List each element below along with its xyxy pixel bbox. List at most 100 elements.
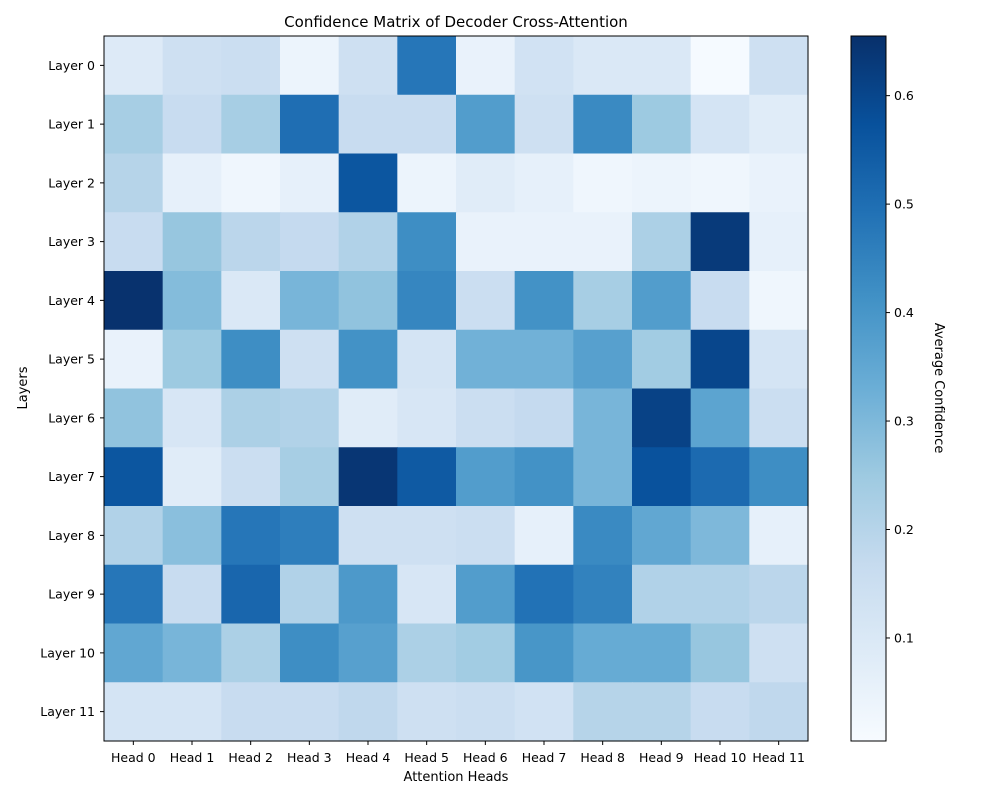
y-tick-label: Layer 11 xyxy=(40,704,95,719)
colorbar-tick-label: 0.6 xyxy=(894,88,914,103)
heatmap-cell xyxy=(338,682,398,742)
heatmap-cell xyxy=(573,271,633,331)
heatmap-cell xyxy=(221,329,281,390)
x-tick-label: Head 4 xyxy=(346,750,391,765)
y-tick-label: Layer 0 xyxy=(48,58,95,73)
heatmap-cell xyxy=(749,271,809,331)
heatmap-cell xyxy=(573,506,633,566)
heatmap-cell xyxy=(632,388,692,448)
colorbar xyxy=(850,35,887,742)
heatmap-cell xyxy=(162,506,222,566)
heatmap-cell xyxy=(162,153,222,213)
heatmap-cell xyxy=(749,36,809,96)
heatmap-cell xyxy=(397,36,457,96)
heatmap-cell xyxy=(690,212,750,272)
heatmap-cell xyxy=(221,623,281,683)
heatmap-cell xyxy=(338,564,398,625)
heatmap-cell xyxy=(514,94,574,155)
heatmap-cell xyxy=(690,329,750,390)
heatmap-cell xyxy=(397,564,457,625)
heatmap-cell xyxy=(690,153,750,213)
heatmap-cell xyxy=(221,506,281,566)
heatmap-cell xyxy=(456,212,516,272)
heatmap-cell xyxy=(690,682,750,742)
heatmap-cell xyxy=(456,271,516,331)
colorbar-tick-label: 0.3 xyxy=(894,414,914,429)
heatmap-cell xyxy=(397,682,457,742)
heatmap-cell xyxy=(632,94,692,155)
heatmap-cell xyxy=(221,153,281,213)
heatmap-cell xyxy=(573,623,633,683)
heatmap-cell xyxy=(456,388,516,448)
heatmap-cell xyxy=(397,623,457,683)
y-tick-label: Layer 4 xyxy=(48,293,95,308)
heatmap-cell xyxy=(280,564,340,625)
colorbar-tick-label: 0.1 xyxy=(894,630,914,645)
heatmap-cell xyxy=(221,682,281,742)
heatmap-cell xyxy=(632,36,692,96)
heatmap-cell xyxy=(280,329,340,390)
heatmap-cell xyxy=(338,447,398,507)
x-tick-label: Head 9 xyxy=(639,750,684,765)
y-tick-label: Layer 7 xyxy=(48,469,95,484)
heatmap-cell xyxy=(456,564,516,625)
x-tick-label: Head 2 xyxy=(228,750,273,765)
heatmap-cell xyxy=(632,506,692,566)
heatmap-cell xyxy=(104,447,164,507)
heatmap-cell xyxy=(104,36,164,96)
heatmap-cell xyxy=(632,682,692,742)
heatmap-cell xyxy=(280,447,340,507)
heatmap-cell xyxy=(632,447,692,507)
heatmap-cell xyxy=(456,329,516,390)
x-axis-label: Attention Heads xyxy=(404,770,509,785)
heatmap-cell xyxy=(632,212,692,272)
heatmap-cell xyxy=(104,94,164,155)
heatmap-cell xyxy=(456,36,516,96)
heatmap-cell xyxy=(338,36,398,96)
heatmap-cell xyxy=(690,271,750,331)
heatmap-cell xyxy=(104,506,164,566)
heatmap-cell xyxy=(397,94,457,155)
heatmap-cell xyxy=(749,94,809,155)
heatmap-cell xyxy=(162,94,222,155)
y-tick-label: Layer 8 xyxy=(48,528,95,543)
colorbar-tick-label: 0.5 xyxy=(894,197,914,212)
x-tick-label: Head 7 xyxy=(522,750,567,765)
heatmap-cells xyxy=(104,36,809,742)
y-tick-label: Layer 5 xyxy=(48,352,95,367)
heatmap-cell xyxy=(690,623,750,683)
x-axis-ticks: Head 0 Head 1 Head 2 Head 3 Head 4 Head 5 Head… xyxy=(111,741,805,765)
x-tick-label: Head 1 xyxy=(170,750,215,765)
heatmap-cell xyxy=(456,682,516,742)
heatmap-cell xyxy=(397,153,457,213)
heatmap-cell xyxy=(749,682,809,742)
heatmap-cell xyxy=(280,212,340,272)
heatmap-cell xyxy=(514,212,574,272)
heatmap-cell xyxy=(573,447,633,507)
heatmap-cell xyxy=(749,153,809,213)
colorbar-label: Average Confidence xyxy=(931,323,946,454)
heatmap-cell xyxy=(749,564,809,625)
heatmap-cell xyxy=(104,623,164,683)
heatmap-cell xyxy=(162,212,222,272)
x-tick-label: Head 8 xyxy=(580,750,625,765)
heatmap-cell xyxy=(573,329,633,390)
heatmap-cell xyxy=(514,682,574,742)
heatmap-cell xyxy=(104,564,164,625)
heatmap-cell xyxy=(690,94,750,155)
heatmap-cell xyxy=(280,623,340,683)
heatmap-cell xyxy=(338,388,398,448)
heatmap-cell xyxy=(104,682,164,742)
heatmap-cell xyxy=(397,271,457,331)
heatmap-cell xyxy=(514,623,574,683)
heatmap-cell xyxy=(338,506,398,566)
heatmap-cell xyxy=(749,212,809,272)
heatmap-cell xyxy=(397,506,457,566)
heatmap-cell xyxy=(280,388,340,448)
heatmap-cell xyxy=(338,153,398,213)
heatmap-cell xyxy=(162,36,222,96)
heatmap-cell xyxy=(632,271,692,331)
heatmap-cell xyxy=(221,447,281,507)
colorbar-tick-label: 0.2 xyxy=(894,522,914,537)
